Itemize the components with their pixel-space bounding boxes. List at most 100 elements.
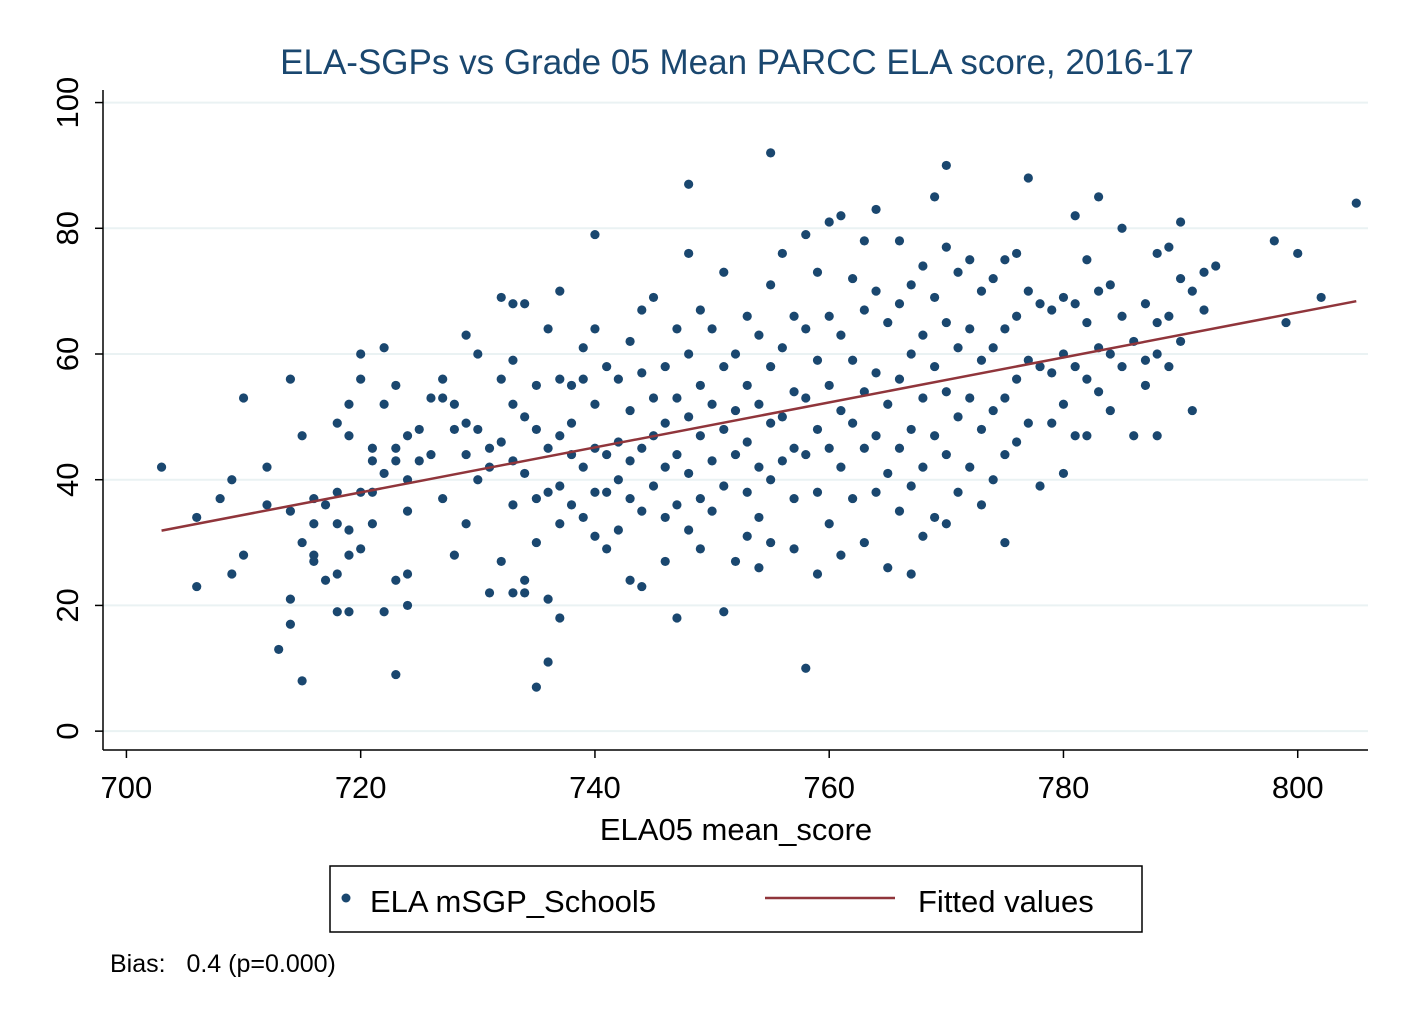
data-point — [648, 481, 659, 491]
data-point — [1058, 292, 1069, 303]
data-point — [555, 431, 565, 441]
data-point — [941, 317, 951, 328]
legend: ELA mSGP_School5 Fitted values — [329, 865, 1143, 933]
legend-label-points: ELA mSGP_School5 — [370, 884, 656, 919]
data-point — [625, 456, 635, 466]
data-point — [496, 437, 506, 447]
data-point — [543, 324, 553, 334]
data-point — [602, 361, 612, 372]
data-point — [1175, 273, 1186, 284]
data-point — [859, 236, 869, 246]
data-point — [660, 418, 670, 428]
x-tick-label: 800 — [1272, 770, 1324, 805]
data-point — [543, 657, 553, 667]
data-point — [344, 431, 354, 441]
data-point — [976, 500, 987, 510]
data-point — [320, 575, 331, 585]
data-point — [320, 500, 331, 510]
data-point — [824, 217, 834, 227]
data-point — [684, 349, 694, 359]
data-point — [508, 500, 518, 510]
data-point — [848, 493, 858, 504]
data-point — [1164, 361, 1174, 372]
data-point — [367, 456, 377, 466]
data-point — [227, 569, 237, 579]
bias-value: 0.4 (p=0.000) — [186, 950, 336, 978]
y-tick-label: 0 — [50, 723, 85, 740]
data-point — [754, 563, 764, 573]
data-point — [309, 550, 319, 560]
data-point — [836, 550, 846, 560]
data-point — [391, 380, 401, 391]
data-point — [1012, 311, 1022, 321]
data-point — [379, 468, 389, 479]
data-point — [637, 581, 647, 592]
data-point — [742, 531, 752, 541]
data-point — [801, 449, 811, 460]
data-point — [227, 475, 237, 485]
data-point — [1035, 299, 1045, 309]
data-point — [965, 393, 975, 403]
fitted-line — [161, 299, 1357, 532]
data-point — [1152, 248, 1162, 259]
data-point — [555, 481, 565, 491]
data-point — [1035, 361, 1045, 372]
data-point — [1070, 211, 1080, 221]
data-point — [1000, 393, 1010, 403]
data-point — [894, 506, 905, 516]
data-point — [590, 487, 600, 497]
data-point — [1152, 431, 1162, 441]
data-point — [555, 613, 565, 623]
data-point — [590, 229, 600, 240]
data-point — [719, 267, 729, 277]
x-tick-label: 720 — [335, 770, 387, 805]
data-point — [1058, 468, 1069, 479]
data-point — [930, 512, 940, 523]
data-point — [941, 160, 951, 171]
data-point — [1058, 399, 1069, 409]
data-point — [918, 393, 928, 403]
data-point — [742, 311, 752, 321]
data-point — [1000, 449, 1010, 460]
data-point — [637, 368, 647, 378]
data-point — [414, 424, 424, 435]
data-point — [531, 424, 541, 435]
data-point — [695, 544, 705, 554]
data-point — [1175, 217, 1186, 227]
data-point — [613, 525, 623, 535]
data-point — [754, 330, 764, 340]
data-point — [859, 537, 869, 548]
data-point — [976, 355, 987, 365]
data-point — [883, 468, 893, 479]
data-point — [672, 449, 682, 460]
data-point — [1152, 349, 1162, 359]
data-point — [192, 581, 202, 592]
data-point — [637, 443, 647, 453]
data-point — [684, 179, 694, 189]
data-point — [473, 424, 483, 435]
x-tick-label: 700 — [101, 770, 153, 805]
data-point — [871, 368, 881, 378]
data-point — [1187, 405, 1197, 416]
data-point — [730, 405, 741, 416]
data-point — [965, 462, 975, 472]
bias-note: Bias: 0.4 (p=0.000) — [110, 950, 336, 979]
data-point — [684, 248, 694, 259]
data-point — [156, 462, 167, 472]
data-point — [496, 556, 506, 567]
data-point — [930, 292, 940, 303]
data-point — [988, 475, 998, 485]
data-point — [613, 374, 623, 384]
data-point — [789, 443, 799, 453]
x-tick-label: 780 — [1038, 770, 1090, 805]
data-point — [1047, 368, 1057, 378]
data-point — [1070, 431, 1080, 441]
data-point — [859, 443, 869, 453]
data-point — [1070, 299, 1080, 309]
data-point — [660, 462, 670, 472]
data-point — [531, 682, 541, 692]
data-point — [309, 519, 319, 529]
data-point — [976, 424, 987, 435]
data-point — [1082, 374, 1092, 384]
x-tick-label: 740 — [569, 770, 621, 805]
